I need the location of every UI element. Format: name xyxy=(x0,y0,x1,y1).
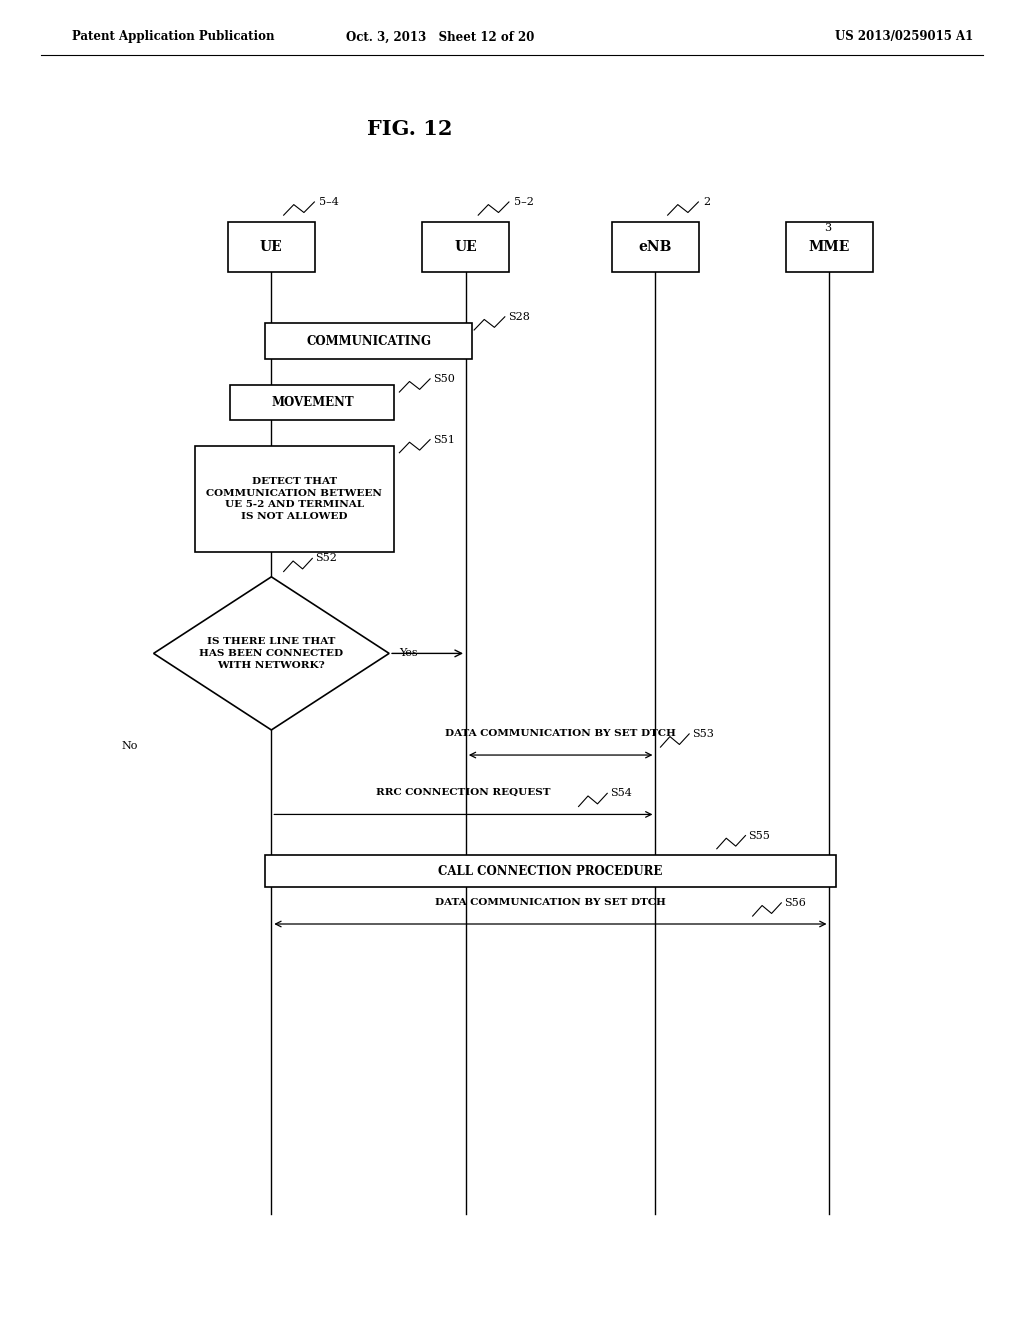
FancyBboxPatch shape xyxy=(423,222,510,272)
FancyBboxPatch shape xyxy=(265,323,472,359)
Text: Oct. 3, 2013   Sheet 12 of 20: Oct. 3, 2013 Sheet 12 of 20 xyxy=(346,30,535,44)
Text: MME: MME xyxy=(809,240,850,253)
Text: Patent Application Publication: Patent Application Publication xyxy=(72,30,274,44)
Text: 3: 3 xyxy=(824,223,831,234)
FancyBboxPatch shape xyxy=(612,222,698,272)
Text: RRC CONNECTION REQUEST: RRC CONNECTION REQUEST xyxy=(376,788,551,797)
Text: S51: S51 xyxy=(433,434,455,445)
Text: UE: UE xyxy=(455,240,477,253)
Text: CALL CONNECTION PROCEDURE: CALL CONNECTION PROCEDURE xyxy=(438,865,663,878)
Text: 5–2: 5–2 xyxy=(514,197,534,207)
Text: S54: S54 xyxy=(610,788,632,799)
FancyBboxPatch shape xyxy=(227,222,315,272)
Text: DATA COMMUNICATION BY SET DTCH: DATA COMMUNICATION BY SET DTCH xyxy=(435,898,666,907)
Text: FIG. 12: FIG. 12 xyxy=(367,119,453,140)
Text: S50: S50 xyxy=(433,374,455,384)
Text: DETECT THAT
COMMUNICATION BETWEEN
UE 5-2 AND TERMINAL
IS NOT ALLOWED: DETECT THAT COMMUNICATION BETWEEN UE 5-2… xyxy=(207,477,382,521)
Text: MOVEMENT: MOVEMENT xyxy=(271,396,353,409)
Text: S55: S55 xyxy=(749,830,770,841)
Text: DATA COMMUNICATION BY SET DTCH: DATA COMMUNICATION BY SET DTCH xyxy=(445,729,676,738)
FancyBboxPatch shape xyxy=(265,855,836,887)
Text: Yes: Yes xyxy=(399,648,418,659)
Text: S52: S52 xyxy=(315,553,337,564)
FancyBboxPatch shape xyxy=(230,385,394,420)
Text: US 2013/0259015 A1: US 2013/0259015 A1 xyxy=(835,30,973,44)
FancyBboxPatch shape xyxy=(195,446,394,552)
Text: eNB: eNB xyxy=(639,240,672,253)
Text: S53: S53 xyxy=(692,729,714,739)
FancyBboxPatch shape xyxy=(786,222,872,272)
Text: No: No xyxy=(122,741,138,751)
Text: IS THERE LINE THAT
HAS BEEN CONNECTED
WITH NETWORK?: IS THERE LINE THAT HAS BEEN CONNECTED WI… xyxy=(200,638,343,669)
Text: COMMUNICATING: COMMUNICATING xyxy=(306,335,431,347)
Polygon shape xyxy=(154,577,389,730)
Text: S28: S28 xyxy=(508,312,529,322)
Text: 5–4: 5–4 xyxy=(319,197,339,207)
Text: 2: 2 xyxy=(703,197,711,207)
Text: UE: UE xyxy=(260,240,283,253)
Text: S56: S56 xyxy=(784,898,806,908)
